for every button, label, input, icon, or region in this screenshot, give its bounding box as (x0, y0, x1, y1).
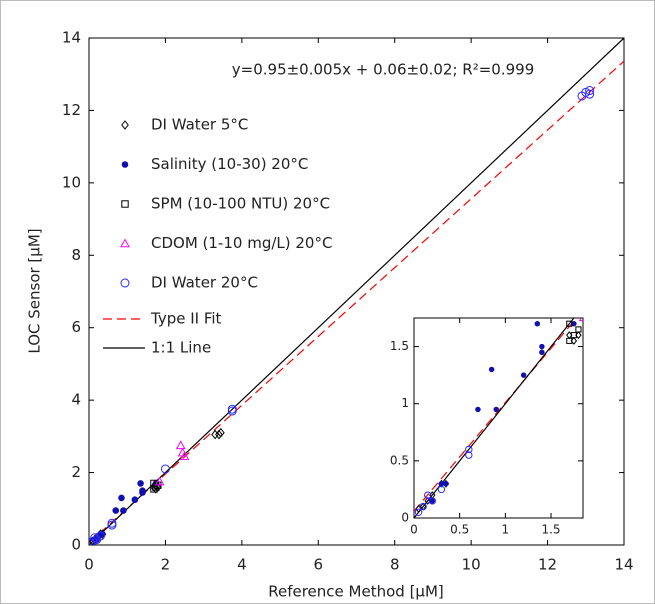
point (575, 326, 582, 333)
point (120, 507, 127, 514)
point (179, 451, 190, 460)
reference-line (89, 38, 624, 545)
point (566, 320, 573, 327)
x-tick-label: 0.5 (450, 523, 469, 537)
reference-line (89, 60, 624, 544)
point (107, 518, 117, 528)
x-tick-label: 0 (84, 556, 94, 574)
legend-label: 1:1 Line (151, 339, 211, 357)
point (493, 406, 499, 413)
point (215, 429, 223, 440)
x-axis-label: Reference Method [μM] (268, 583, 444, 601)
point (139, 487, 146, 494)
point (160, 464, 170, 474)
x-tick-label: 1 (502, 523, 510, 537)
y-tick-label: 8 (71, 246, 81, 264)
point (539, 349, 545, 356)
point (488, 366, 495, 373)
legend-marker (120, 238, 130, 248)
point (112, 507, 120, 514)
x-tick-label: 6 (314, 556, 324, 574)
legend-label: DI Water 5°C (151, 116, 248, 134)
annotation: y=0.95±0.005x + 0.06±0.02; R²=0.999 (232, 61, 534, 79)
plot-area (89, 38, 624, 545)
legend-marker (121, 200, 129, 208)
y-tick-label: 0 (401, 511, 409, 525)
point (424, 491, 432, 499)
y-tick-label: 0 (71, 536, 81, 554)
legend-marker (120, 278, 130, 288)
y-tick-label: 1 (401, 396, 409, 410)
inset-frame (413, 317, 584, 519)
y-axis-label: LOC Sensor [μM] (26, 228, 44, 353)
y-tick-label: 10 (62, 173, 81, 191)
point (175, 440, 186, 450)
point (585, 86, 595, 96)
point (438, 480, 445, 487)
x-tick-label: 0 (410, 523, 418, 537)
point (475, 406, 481, 413)
point (428, 497, 436, 505)
legend-label: CDOM (1-10 mg/L) 20°C (151, 234, 332, 252)
legend-marker (121, 120, 129, 130)
legend-label: Salinity (10-30) 20°C (151, 155, 308, 173)
x-tick-label: 2 (161, 556, 171, 574)
legend-label: DI Water 20°C (151, 274, 258, 292)
point (585, 89, 595, 99)
point (414, 508, 423, 516)
y-tick-label: 4 (71, 391, 81, 409)
y-tick-label: 12 (62, 101, 81, 119)
x-tick-label: 12 (538, 556, 557, 574)
point (137, 480, 144, 487)
legend-label: SPM (10-100 NTU) 20°C (151, 195, 330, 213)
x-tick-label: 4 (237, 556, 247, 574)
point (227, 404, 237, 414)
y-tick-label: 6 (71, 318, 81, 336)
point (570, 332, 577, 339)
y-tick-label: 14 (62, 29, 81, 47)
point (443, 480, 449, 487)
y-tick-label: 1.5 (390, 339, 409, 353)
x-tick-label: 14 (614, 556, 633, 574)
plot-area (414, 318, 583, 518)
point (131, 496, 139, 504)
point (520, 372, 527, 378)
point (118, 494, 125, 502)
x-tick-label: 1.5 (541, 523, 560, 537)
y-tick-label: 2 (71, 463, 81, 481)
y-tick-label: 0.5 (390, 453, 409, 467)
point (437, 485, 446, 494)
point (465, 445, 473, 454)
x-tick-label: 10 (462, 556, 481, 574)
point (539, 343, 545, 350)
point (99, 530, 106, 538)
point (419, 502, 427, 511)
point (534, 320, 541, 327)
point (465, 451, 473, 459)
point (90, 533, 100, 543)
legend-marker (121, 161, 129, 168)
point (154, 476, 165, 486)
point (429, 498, 436, 504)
x-tick-label: 8 (390, 556, 400, 574)
point (566, 337, 573, 344)
point (152, 484, 160, 494)
legend-label: Type II Fit (150, 310, 222, 328)
point (95, 531, 105, 541)
